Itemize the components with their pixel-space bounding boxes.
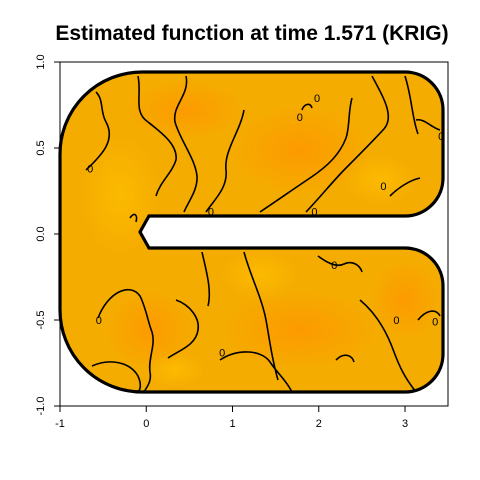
x-tick-label: 1 (229, 418, 235, 430)
contour-label: 0 (297, 112, 303, 124)
contour-line (415, 118, 441, 131)
contour-label: 0 (96, 315, 102, 327)
contour-line (389, 177, 421, 197)
x-tick-label: 0 (143, 418, 149, 430)
contour-label: 0 (380, 181, 386, 193)
contour-label: 0 (208, 207, 214, 219)
contour-label: 0 (219, 348, 225, 360)
y-tick-label: 0.5 (35, 140, 47, 155)
contour-line (205, 109, 245, 213)
contour-line (219, 351, 293, 392)
contour-label: 0 (87, 164, 93, 176)
contour-label: 0 (314, 93, 320, 105)
contour-label: 0 (311, 207, 317, 219)
contour-line (97, 288, 154, 392)
contour-line (167, 299, 200, 359)
contour-label: 0 (432, 317, 438, 329)
x-tick-label: 2 (316, 418, 322, 430)
contour-lines (85, 75, 441, 392)
contour-label: 0 (331, 260, 337, 272)
contour-line (301, 103, 313, 111)
contour-line (259, 97, 353, 213)
contour-line (404, 75, 419, 135)
y-tick-label: -1.0 (35, 397, 47, 416)
y-tick-label: 0.0 (35, 226, 47, 241)
domain-boundary (58, 70, 445, 394)
contour-line (417, 310, 441, 321)
contour-line (173, 75, 198, 213)
x-tick-label: -1 (55, 418, 65, 430)
contour-line (201, 251, 211, 307)
chart-title: Estimated function at time 1.571 (KRIG) (55, 22, 448, 45)
contour-label: 0 (393, 315, 399, 327)
contour-line (137, 75, 177, 197)
contour-line (335, 354, 355, 363)
contour-line (85, 91, 111, 171)
y-tick-label: 1.0 (35, 54, 47, 69)
y-tick-label: -0.5 (35, 311, 47, 330)
contour-line (305, 75, 390, 213)
contour-line (91, 361, 142, 392)
contour-label: 0 (438, 131, 444, 143)
y-axis: -1.0 -0.5 0.0 0.5 1.0 (35, 54, 61, 416)
contour-line (359, 299, 417, 392)
contour-line (129, 213, 138, 223)
x-axis: -1 0 1 2 3 (55, 405, 408, 430)
contour-line (243, 251, 279, 381)
x-tick-label: 3 (402, 418, 408, 430)
heatmap-fill (60, 72, 443, 392)
contour-line (317, 255, 363, 273)
